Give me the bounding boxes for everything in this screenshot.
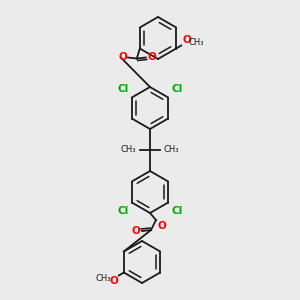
- Text: Cl: Cl: [171, 85, 182, 94]
- Text: O: O: [148, 52, 157, 62]
- Text: Cl: Cl: [118, 85, 129, 94]
- Text: CH₃: CH₃: [164, 146, 179, 154]
- Text: Cl: Cl: [171, 206, 182, 215]
- Text: CH₃: CH₃: [121, 146, 136, 154]
- Text: CH₃: CH₃: [95, 274, 111, 283]
- Text: O: O: [109, 276, 118, 286]
- Text: CH₃: CH₃: [188, 38, 204, 47]
- Text: O: O: [131, 226, 140, 236]
- Text: O: O: [157, 221, 166, 231]
- Text: Cl: Cl: [118, 206, 129, 215]
- Text: O: O: [118, 52, 127, 62]
- Text: O: O: [182, 35, 191, 45]
